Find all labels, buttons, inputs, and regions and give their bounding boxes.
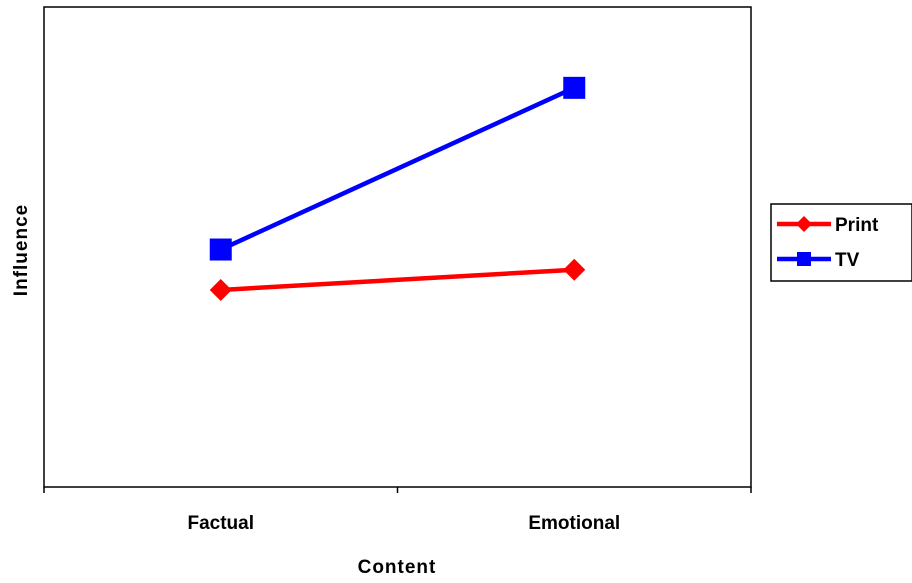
- x-tick-label-emotional: Emotional: [528, 513, 620, 534]
- plot-area: [43, 6, 752, 488]
- series-print-line: [220, 267, 575, 293]
- series-tv-line: [219, 85, 576, 252]
- legend: Print TV: [770, 203, 912, 282]
- legend-print-marker: [796, 216, 812, 232]
- series-tv-point-factual: [209, 238, 232, 261]
- series-print-point-factual: [209, 278, 232, 301]
- x-tick-label-factual: Factual: [187, 513, 254, 534]
- legend-tv-label: TV: [835, 250, 860, 271]
- x-tick-labels: Factual Emotional: [187, 513, 620, 534]
- legend-tv-marker: [797, 252, 811, 266]
- series-print-point-emotional: [563, 258, 586, 281]
- legend-entries: Print TV: [777, 215, 879, 271]
- legend-print-label: Print: [835, 215, 879, 236]
- series-layer: [209, 76, 586, 301]
- x-axis-ticks: [43, 487, 752, 493]
- legend-box: [770, 203, 912, 282]
- x-axis-title: Content: [358, 557, 437, 578]
- y-axis-title: Influence: [11, 204, 32, 296]
- series-tv-point-emotional: [563, 76, 586, 99]
